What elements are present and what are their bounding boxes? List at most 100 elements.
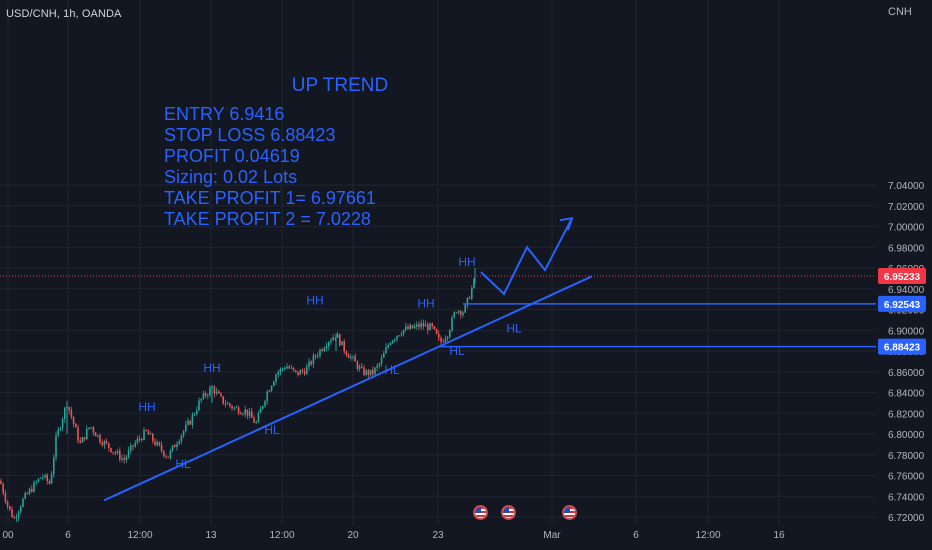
candle-body xyxy=(321,349,323,352)
projection-path xyxy=(480,217,573,296)
candle-body xyxy=(358,366,361,369)
candle-body xyxy=(405,326,407,330)
candle-body xyxy=(330,340,332,343)
candle-body xyxy=(24,493,26,499)
candle-body xyxy=(72,416,75,424)
candle-body xyxy=(306,366,308,375)
candle-body xyxy=(44,474,46,478)
candle-body xyxy=(398,335,400,337)
price-axis[interactable]: 7.040007.020007.000006.980006.960006.940… xyxy=(878,181,926,524)
candle-body xyxy=(303,371,306,375)
candle-body xyxy=(50,474,53,484)
candle-body xyxy=(169,450,172,458)
candle-body xyxy=(64,407,66,419)
swing-label: HL xyxy=(264,423,280,437)
price-label-text: 6.95233 xyxy=(884,272,921,283)
candle-body xyxy=(11,509,13,518)
swing-label: HH xyxy=(458,255,475,269)
candle-body xyxy=(411,325,414,329)
candle-body xyxy=(237,407,240,414)
candle-body xyxy=(262,405,264,409)
candle-body xyxy=(235,407,238,409)
price-tick-label: 6.94000 xyxy=(888,285,925,296)
candle-body xyxy=(473,278,475,288)
candle-body xyxy=(33,482,35,492)
candle-body xyxy=(132,445,134,447)
price-tick-label: 7.04000 xyxy=(888,181,925,192)
candle-body xyxy=(141,439,143,441)
candle-body xyxy=(193,413,196,415)
candle-body xyxy=(407,326,409,329)
candle-body xyxy=(231,405,233,409)
candle-body xyxy=(455,312,458,314)
candle-body xyxy=(134,442,136,447)
candle-body xyxy=(86,428,88,440)
candle-body xyxy=(59,427,62,430)
candle-body xyxy=(26,493,29,495)
candle-body xyxy=(180,435,183,442)
candles xyxy=(0,268,476,523)
candle-body xyxy=(266,391,268,402)
us-flag-event-icon[interactable] xyxy=(562,505,577,520)
price-label-text: 6.92543 xyxy=(884,300,921,311)
candle-body xyxy=(138,438,141,440)
time-tick-label: 00 xyxy=(2,530,14,541)
candle-body xyxy=(292,367,295,370)
candle-body xyxy=(83,437,86,440)
candle-body xyxy=(94,432,97,437)
candle-body xyxy=(218,391,220,394)
candle-body xyxy=(325,346,328,349)
candle-body xyxy=(103,441,106,446)
candle-body xyxy=(222,396,224,404)
candle-body xyxy=(20,506,22,513)
candle-body xyxy=(125,456,128,460)
candle-body xyxy=(9,506,11,510)
time-tick-label: Mar xyxy=(543,530,561,541)
candle-body xyxy=(457,311,460,313)
candle-body xyxy=(207,395,209,397)
candle-body xyxy=(55,435,57,458)
candle-body xyxy=(387,344,389,348)
candle-body xyxy=(4,493,7,502)
candle-body xyxy=(317,355,319,357)
price-tick-label: 6.98000 xyxy=(888,243,925,254)
trade-plan-line: Sizing: 0.02 Lots xyxy=(164,167,297,187)
candle-body xyxy=(165,455,167,457)
candle-body xyxy=(376,365,378,368)
candle-body xyxy=(332,337,334,341)
candle-body xyxy=(328,342,330,347)
candle-body xyxy=(176,444,178,448)
candle-body xyxy=(17,512,20,518)
currency-label: CNH xyxy=(888,6,912,18)
candle-body xyxy=(462,312,464,315)
swing-label: HH xyxy=(417,296,434,310)
candle-body xyxy=(189,420,191,425)
candle-body xyxy=(413,326,416,329)
candle-body xyxy=(196,410,198,414)
candle-body xyxy=(444,338,447,342)
time-tick-label: 12:00 xyxy=(269,530,294,541)
swing-label: HL xyxy=(506,321,522,335)
us-flag-event-icon[interactable] xyxy=(501,505,516,520)
candle-body xyxy=(130,445,132,451)
candle-body xyxy=(28,488,31,494)
time-axis[interactable]: 00 6 12:00 13 12:00 20 23 Mar 6 12:00 16 xyxy=(2,530,785,541)
candle-body xyxy=(323,348,326,352)
swing-label: HH xyxy=(203,361,220,375)
symbol-header[interactable]: USD/CNH, 1h, OANDA xyxy=(6,8,122,20)
candle-body xyxy=(119,451,121,460)
price-tick-label: 7.00000 xyxy=(888,223,925,234)
candle-body xyxy=(0,480,2,485)
candle-body xyxy=(277,372,279,375)
candle-body xyxy=(418,324,420,328)
trade-plan-line: TAKE PROFIT 1= 6.97661 xyxy=(164,188,376,208)
candle-body xyxy=(187,420,189,425)
candle-body xyxy=(471,287,473,299)
us-flag-event-icon[interactable] xyxy=(473,505,488,520)
candle-body xyxy=(149,433,152,435)
candle-body xyxy=(288,366,290,369)
